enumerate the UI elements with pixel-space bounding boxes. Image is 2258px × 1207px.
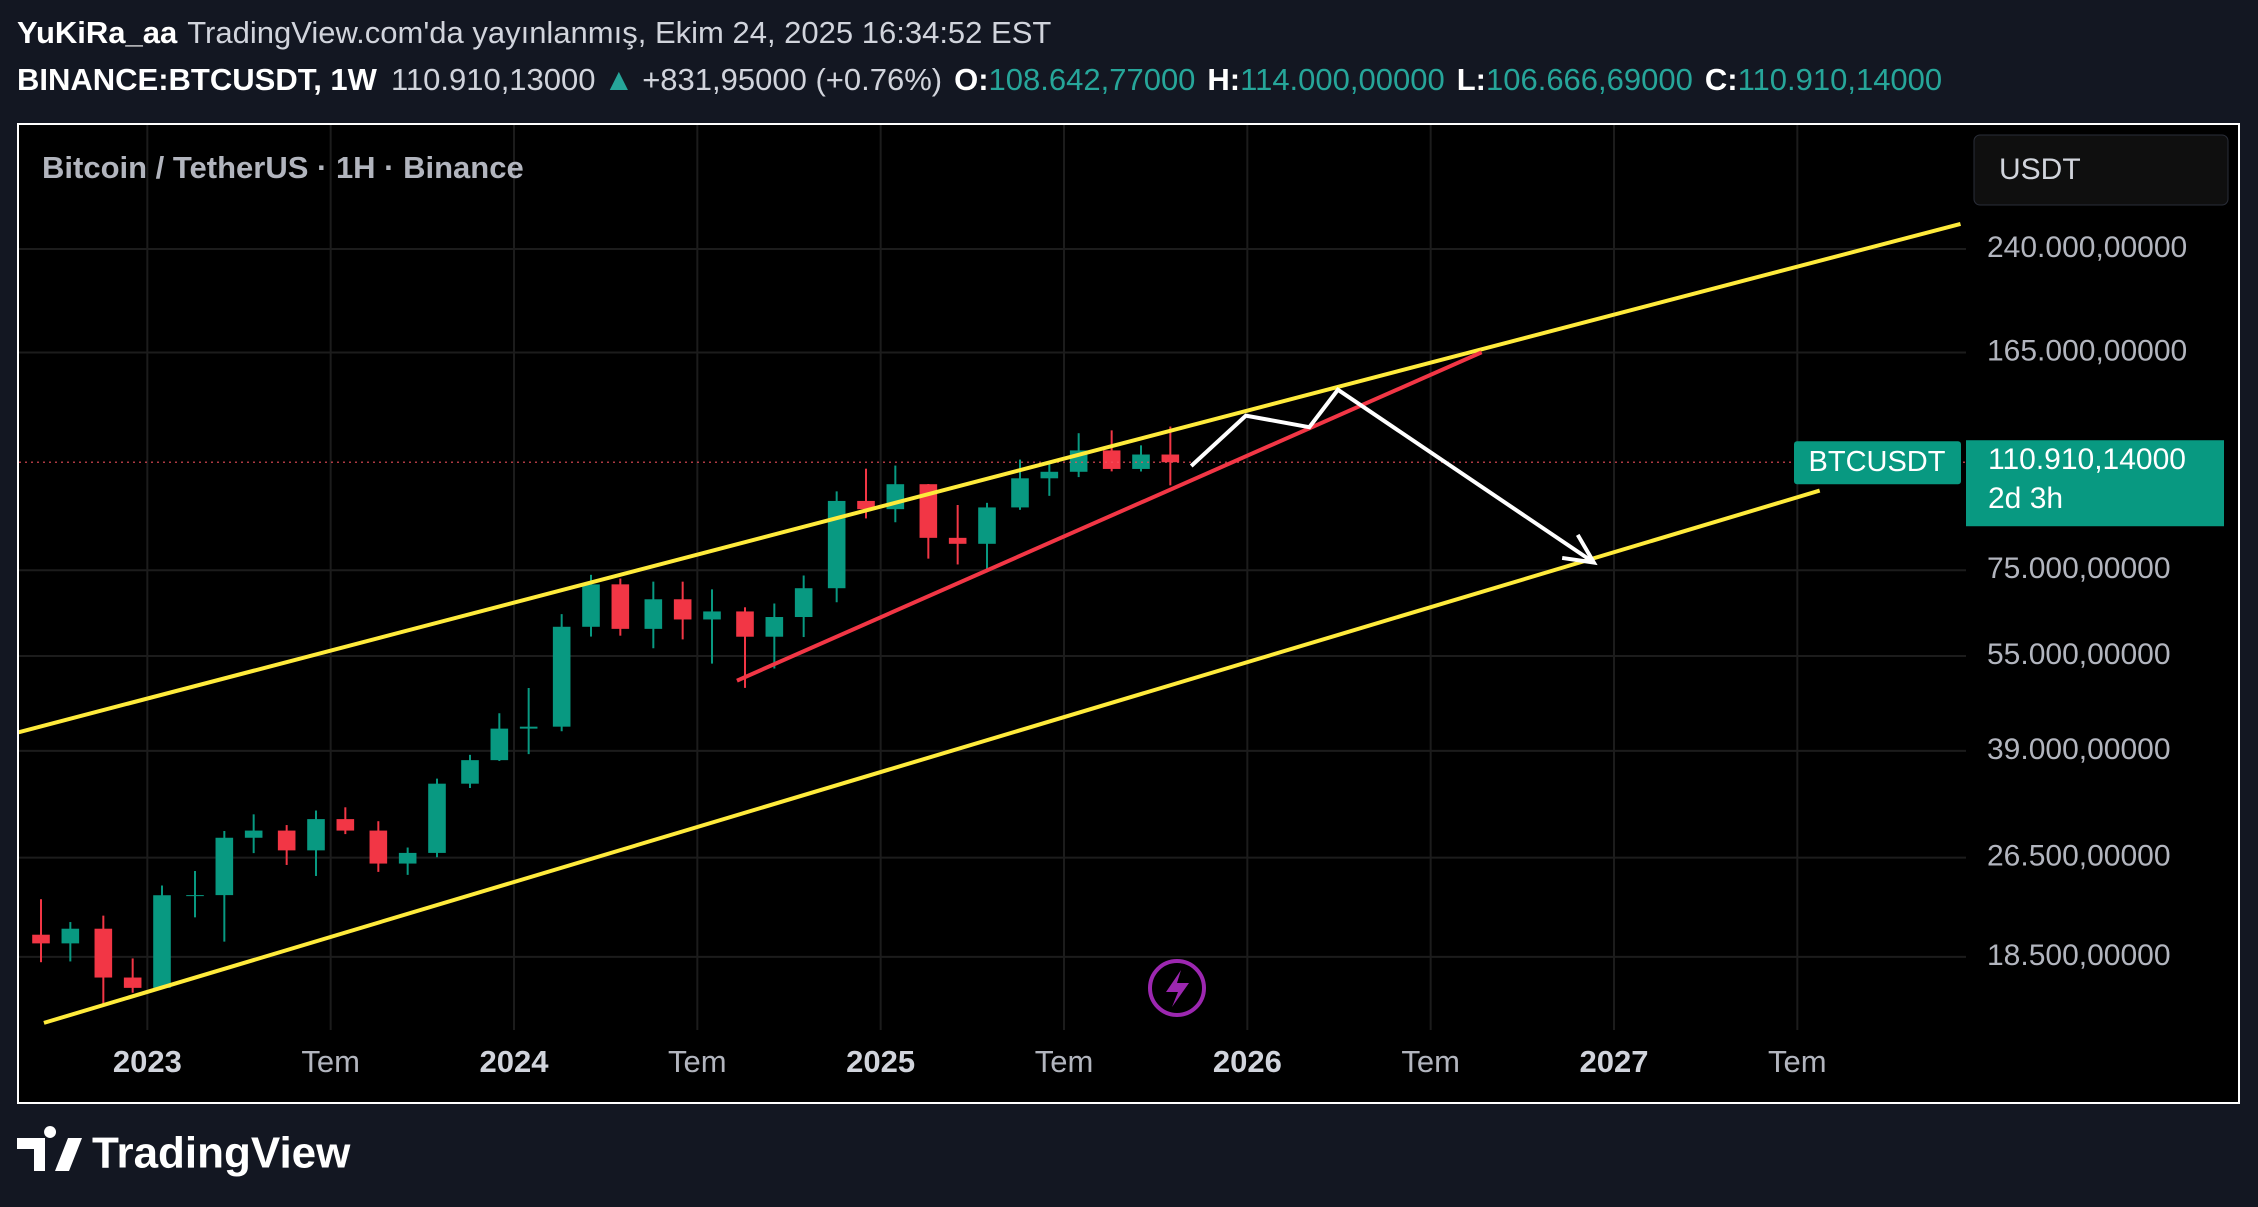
price-box xyxy=(1966,440,2224,527)
arrow: ▲ xyxy=(604,62,635,97)
x-tick-label: 2024 xyxy=(480,1044,550,1079)
candle-body xyxy=(552,626,571,727)
change: +831,95000 (+0.76%) xyxy=(642,62,942,97)
candle-body xyxy=(307,819,325,851)
y-tick-label: 18.500,00000 xyxy=(1987,939,2171,972)
logo-mark xyxy=(17,1126,82,1171)
candle-body xyxy=(644,599,663,629)
y-tick-label: 240.000,00000 xyxy=(1987,231,2187,264)
l-value: 106.666,69000 xyxy=(1486,62,1693,97)
x-tick-label: Tem xyxy=(1768,1044,1827,1079)
candle-body xyxy=(186,895,204,897)
x-tick-label: Tem xyxy=(301,1044,360,1079)
replay-icon[interactable] xyxy=(1148,959,1206,1017)
y-tick-label: 165.000,00000 xyxy=(1987,334,2187,367)
y-tick-label: 26.500,00000 xyxy=(1987,840,2171,873)
candle-body xyxy=(582,584,600,627)
x-tick-label: Tem xyxy=(1401,1044,1460,1079)
author: YuKiRa_aa xyxy=(17,15,178,50)
x-tick-label: 2027 xyxy=(1580,1044,1649,1079)
plot-area: 18.500,00000 26.500,00000 39.000,00000 55.0… xyxy=(19,125,2224,1079)
candle-body xyxy=(948,537,967,544)
o-label: O: xyxy=(954,62,988,97)
l-label: L: xyxy=(1457,62,1486,97)
x-tick-label: Tem xyxy=(1035,1044,1094,1079)
x-tick-label: 2026 xyxy=(1213,1044,1282,1079)
chart-frame xyxy=(17,123,2240,1104)
candle-body xyxy=(398,852,417,864)
candle-body xyxy=(428,783,446,853)
last-price-label: 110.910,14000 xyxy=(1988,443,2186,476)
candle-body xyxy=(94,928,113,978)
candle-body xyxy=(765,617,784,637)
candle-body xyxy=(123,977,142,988)
candle-body xyxy=(215,837,234,896)
candle-body xyxy=(277,830,296,851)
legend-title: Bitcoin / TetherUS · 1H · Binance xyxy=(42,150,524,185)
candle-body xyxy=(519,726,538,729)
candle-body xyxy=(736,611,754,637)
drawing-line xyxy=(43,488,1821,1025)
c-label: C: xyxy=(1705,62,1738,97)
c-value: 110.910,14000 xyxy=(1738,62,1943,97)
candle-body xyxy=(827,500,846,589)
price-tag xyxy=(1794,441,1961,485)
symbol-tag: BTCUSDT xyxy=(1809,446,1946,478)
candle-body xyxy=(978,507,996,544)
candle-body xyxy=(61,928,80,944)
last: 110.910,13000 xyxy=(391,62,596,97)
h-label: H: xyxy=(1207,62,1240,97)
currency[interactable]: USDT xyxy=(1999,153,2081,186)
candle-body xyxy=(1161,454,1180,463)
candle-body xyxy=(703,611,721,620)
y-tick-label: 55.000,00000 xyxy=(1987,638,2171,671)
x-tick-label: 2025 xyxy=(846,1044,915,1079)
y-tick-label: 75.000,00000 xyxy=(1987,552,2171,585)
brand: TradingView xyxy=(92,1129,351,1178)
x-tick-label: Tem xyxy=(668,1044,727,1079)
candle-body xyxy=(673,599,692,620)
candle-body xyxy=(336,819,355,831)
drawing-line xyxy=(19,222,1962,735)
y-tick-label: 39.000,00000 xyxy=(1987,733,2171,766)
candle-body xyxy=(244,830,263,838)
currency-button[interactable] xyxy=(1973,134,2229,206)
candle-body xyxy=(32,934,50,944)
header-line-1: YuKiRa_aa TradingView.com'da yayınlanmış,… xyxy=(17,15,1051,50)
h-value: 114.000,00000 xyxy=(1240,62,1445,97)
candle-body xyxy=(490,728,509,761)
x-tick-label: 2023 xyxy=(113,1044,182,1079)
candle-body xyxy=(857,500,875,510)
candle-body xyxy=(1102,450,1121,469)
candle-body xyxy=(1011,478,1029,508)
candle-body xyxy=(1040,471,1059,479)
candle-body xyxy=(611,584,630,629)
symbol: BINANCE:BTCUSDT, 1W xyxy=(17,62,378,97)
replay-bolt xyxy=(1166,970,1189,1007)
countdown: 2d 3h xyxy=(1988,482,2063,515)
candle-body xyxy=(794,588,813,618)
published: TradingView.com'da yayınlanmış, Ekim 24,… xyxy=(187,15,1051,50)
drawing-line xyxy=(736,350,1483,683)
candle-body xyxy=(461,760,479,784)
header-line-2: BINANCE:BTCUSDT, 1W 110.910,13000 ▲ +831,95… xyxy=(17,62,1942,97)
arrow-head xyxy=(1561,533,1598,566)
footer-logo: TradingView xyxy=(17,1126,351,1178)
o-value: 108.642,77000 xyxy=(989,62,1196,97)
candle-body xyxy=(153,895,171,988)
candle-body xyxy=(919,484,938,538)
drawing-line xyxy=(1189,387,1595,565)
candle-body xyxy=(369,830,388,864)
